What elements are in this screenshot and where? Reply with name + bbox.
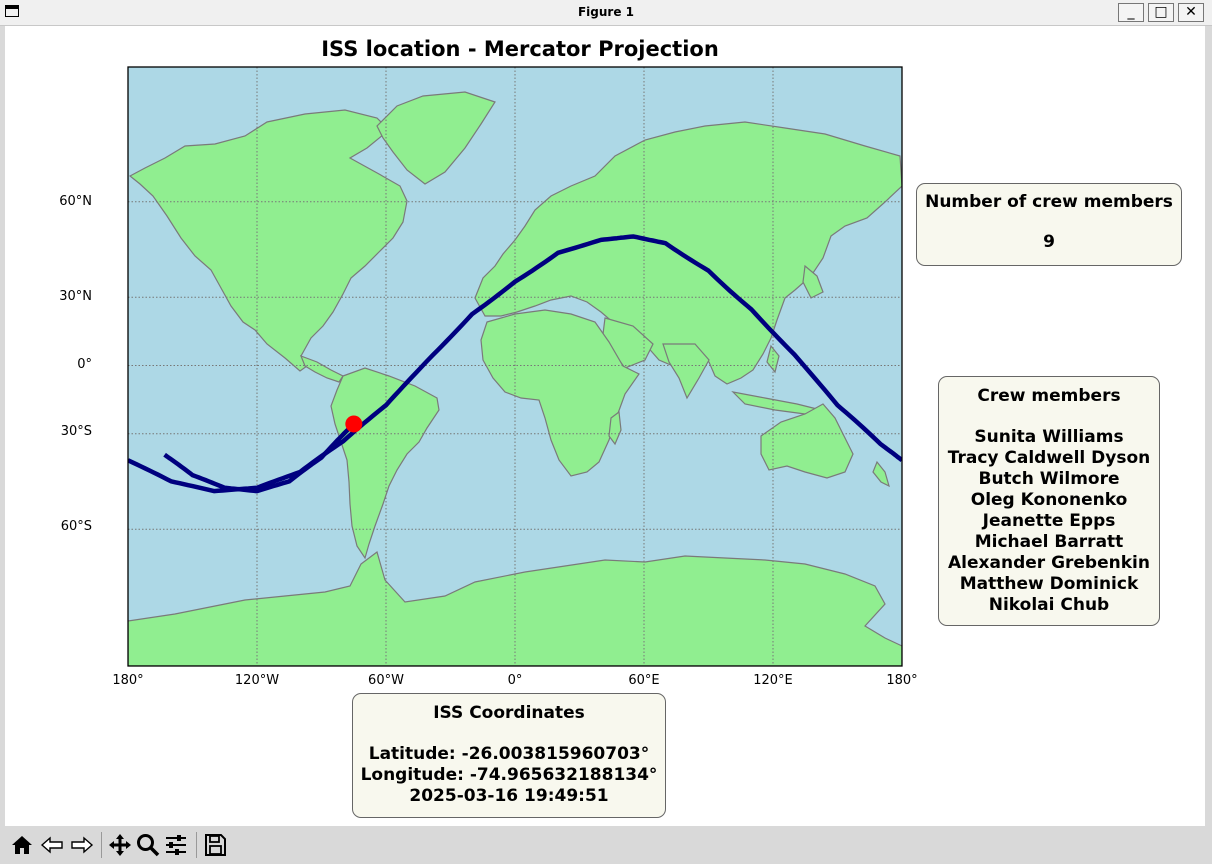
xtick-0: 0° [507,673,523,688]
land-north-america [128,109,408,372]
maximize-button[interactable]: □ [1148,3,1174,22]
window-title: Figure 1 [577,5,635,19]
land-layer [128,91,902,666]
close-button[interactable]: ✕ [1178,3,1204,22]
crew-member: Butch Wilmore [978,469,1120,489]
xtick-120e: 120°E [753,673,793,688]
plot-title: ISS location - Mercator Projection [321,37,719,61]
map-gridlines [128,67,902,666]
land-japan [802,264,824,299]
xtick-120w: 120°W [234,673,280,688]
map-frame [127,66,903,667]
land-greenland [376,91,496,185]
iss-coordinates-box: ISS Coordinates Latitude: -26.0038159607… [352,693,666,818]
xtick-60e: 60°E [628,673,660,688]
window-titlebar: Figure 1 _ □ ✕ [0,0,1212,26]
xtick-180e: 180° [886,673,918,688]
crew-member: Oleg Kononenko [970,490,1128,510]
save-icon[interactable] [202,832,228,858]
crew-member: Sunita Williams [974,427,1124,447]
forward-icon[interactable] [69,832,95,858]
crew-count-box: Number of crew members 9 [916,183,1182,266]
crew-member: Michael Barratt [974,532,1124,552]
ytick-0: 0° [77,357,92,372]
figure-canvas: ISS location - Mercator Projection [5,26,1205,826]
crew-member: Alexander Grebenkin [948,553,1150,573]
coords-title: ISS Coordinates [433,703,585,723]
crew-count-title: Number of crew members [925,192,1173,212]
land-australia [760,403,854,479]
navigation-toolbar [0,826,1212,864]
land-new-zealand [872,460,890,488]
back-icon[interactable] [39,832,65,858]
coords-longitude: Longitude: -74.965632188134° [360,765,658,785]
map-plot [127,66,903,667]
iss-ground-track [128,234,902,494]
ytick-60n: 60°N [59,194,92,209]
zoom-icon[interactable] [135,832,161,858]
iss-ground-track-earlier [163,422,356,494]
crew-member: Nikolai Chub [988,595,1110,615]
minimize-button[interactable]: _ [1118,3,1144,22]
crew-count-value: 9 [1043,232,1055,252]
land-madagascar [608,410,622,446]
crew-members-box: Crew members Sunita Williams Tracy Caldw… [938,376,1160,626]
pan-icon[interactable] [107,832,133,858]
land-africa [480,309,640,477]
crew-members-title: Crew members [977,386,1121,406]
land-antarctica [128,550,902,666]
land-india [662,343,710,400]
crew-member: Matthew Dominick [959,574,1139,594]
home-icon[interactable] [9,832,35,858]
crew-member: Tracy Caldwell Dyson [947,448,1151,468]
xtick-60w: 60°W [368,673,404,688]
ytick-30s: 30°S [60,424,92,439]
xtick-180w: 180° [112,673,144,688]
configure-icon[interactable] [163,832,189,858]
ytick-60s: 60°S [60,519,92,534]
toolbar-separator [196,832,197,858]
coords-timestamp: 2025-03-16 19:49:51 [409,786,609,806]
coords-latitude: Latitude: -26.003815960703° [368,744,650,764]
iss-position-marker [345,415,363,433]
toolbar-separator [101,832,102,858]
land-central-america [299,354,344,383]
crew-member: Jeanette Epps [982,511,1116,531]
ytick-30n: 30°N [59,289,92,304]
window-icon [5,5,19,17]
